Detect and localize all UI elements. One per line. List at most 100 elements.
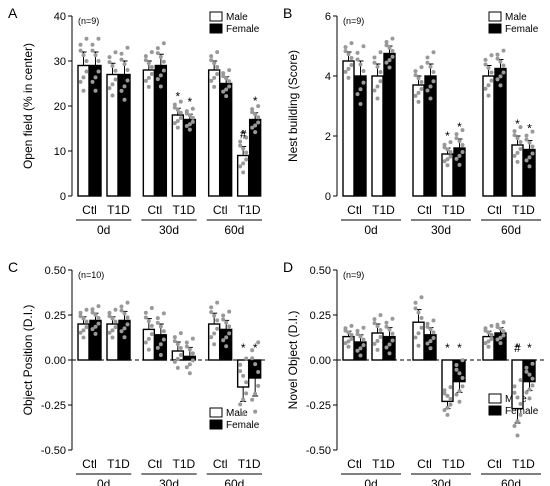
data-point (358, 87, 363, 92)
data-point (149, 50, 154, 55)
data-point (212, 342, 217, 347)
x-sublabel: T1D (442, 457, 465, 471)
data-point (107, 314, 112, 319)
data-point (445, 157, 450, 162)
y-tick-label: 2 (325, 131, 331, 143)
data-point (527, 387, 532, 392)
data-point (190, 358, 195, 363)
data-point (524, 369, 529, 374)
data-point (250, 125, 255, 130)
x-group-label: 60d (224, 477, 244, 486)
data-point (158, 73, 163, 78)
data-point (122, 97, 127, 102)
data-point (372, 55, 377, 60)
data-point (172, 339, 177, 344)
data-point (515, 395, 520, 400)
data-point (221, 338, 226, 343)
data-point (448, 140, 453, 145)
data-point (190, 106, 195, 111)
y-axis-label: Novel Object (D.I.) (286, 311, 300, 410)
data-point (221, 71, 226, 76)
data-point (90, 327, 95, 332)
data-point (178, 99, 183, 104)
data-point (425, 60, 430, 65)
significance-marker: * (457, 120, 462, 134)
data-point (483, 62, 488, 67)
data-point (149, 71, 154, 76)
x-group-label: 60d (224, 223, 244, 237)
data-point (343, 69, 348, 74)
x-sublabel: Ctl (82, 457, 97, 471)
y-axis-label: Object Position (D.I.) (21, 305, 35, 416)
data-point (375, 338, 380, 343)
data-point (445, 163, 450, 168)
data-point (349, 323, 354, 328)
data-point (215, 50, 220, 55)
x-group-label: 60d (501, 223, 521, 237)
data-point (253, 362, 258, 367)
data-point (448, 397, 453, 402)
data-point (486, 344, 491, 349)
data-point (250, 107, 255, 112)
data-point (358, 353, 363, 358)
data-point (146, 319, 151, 324)
data-point (221, 74, 226, 79)
data-point (501, 320, 506, 325)
data-point (90, 79, 95, 84)
data-point (107, 86, 112, 91)
data-point (512, 390, 517, 395)
data-point (113, 319, 118, 324)
data-point (431, 79, 436, 84)
data-point (96, 36, 101, 41)
data-point (518, 378, 523, 383)
data-point (113, 325, 118, 330)
data-point (489, 323, 494, 328)
data-point (378, 70, 383, 75)
data-point (387, 45, 392, 50)
data-point (448, 402, 453, 407)
data-point (486, 93, 491, 98)
data-point (457, 399, 462, 404)
data-point (93, 75, 98, 80)
bar (219, 82, 233, 197)
x-group-label: 0d (364, 477, 377, 486)
data-point (460, 358, 465, 363)
panel-letter: A (8, 5, 18, 21)
data-point (495, 56, 500, 61)
x-sublabel: Ctl (487, 203, 502, 217)
data-point (84, 69, 89, 74)
y-axis-label: Open field (% in center) (21, 43, 35, 169)
data-point (227, 68, 232, 73)
data-point (190, 351, 195, 356)
legend-label: Female (226, 420, 260, 431)
data-point (343, 328, 348, 333)
data-point (346, 75, 351, 80)
data-point (355, 348, 360, 353)
data-point (489, 336, 494, 341)
data-point (361, 343, 366, 348)
legend-swatch (209, 407, 223, 418)
data-point (96, 321, 101, 326)
data-point (390, 338, 395, 343)
bar (89, 64, 102, 197)
data-point (253, 112, 258, 117)
data-point (81, 88, 86, 93)
data-point (212, 75, 217, 80)
data-point (361, 69, 366, 74)
data-point (238, 143, 243, 148)
data-point (238, 164, 243, 169)
legend-swatch (488, 23, 502, 34)
data-point (187, 347, 192, 352)
data-point (384, 43, 389, 48)
bar (424, 75, 437, 197)
data-point (448, 154, 453, 159)
data-point (224, 320, 229, 325)
data-point (175, 356, 180, 361)
significance-marker: * (515, 117, 520, 131)
data-point (125, 68, 130, 73)
data-point (187, 362, 192, 367)
data-point (445, 147, 450, 152)
data-point (431, 318, 436, 323)
data-point (524, 137, 529, 142)
data-point (146, 75, 151, 80)
